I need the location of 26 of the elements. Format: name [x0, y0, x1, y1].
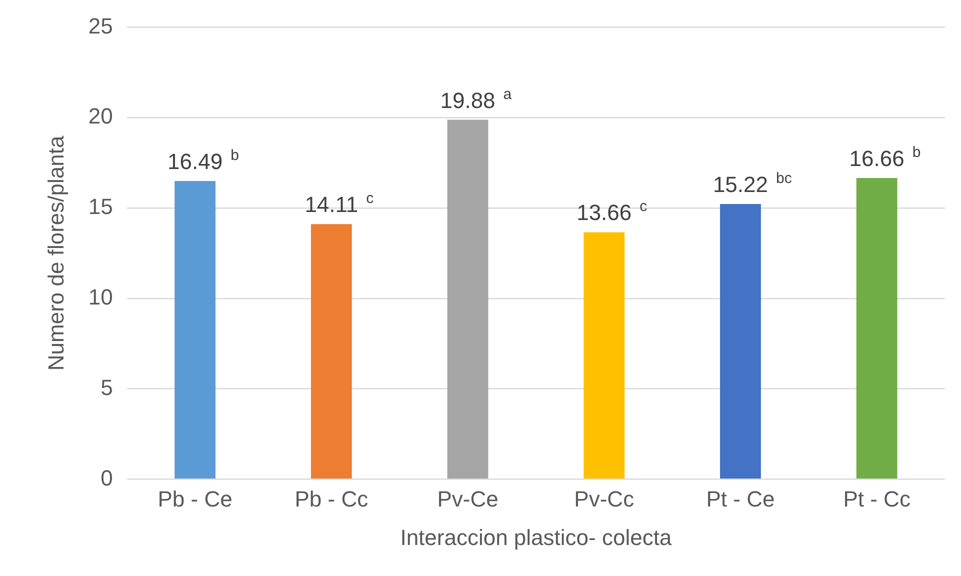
- bar: [174, 181, 216, 479]
- data-label: 15.22 bc: [712, 170, 792, 198]
- x-tick-label: Pb - Cc: [294, 486, 368, 512]
- y-tick-label: 25: [88, 13, 113, 38]
- y-tick-label: 20: [88, 104, 113, 129]
- y-tick-label: 0: [100, 465, 113, 490]
- data-label: 16.66 b: [849, 144, 921, 171]
- data-label: 14.11 c: [304, 190, 374, 218]
- data-label: 16.49 b: [168, 147, 239, 174]
- bar: [856, 178, 898, 479]
- bar: [310, 224, 352, 479]
- y-tick-label: 10: [88, 284, 113, 310]
- x-tick-label: Pt - Cc: [843, 486, 910, 512]
- bar: [584, 232, 625, 479]
- y-tick-label: 5: [100, 374, 113, 400]
- x-tick-label: Pv-Cc: [574, 486, 634, 512]
- x-axis-title: Interaccion plastico- colecta: [400, 524, 672, 550]
- bar: [447, 120, 488, 479]
- data-label: 19.88 a: [440, 86, 512, 113]
- bar: [720, 204, 761, 479]
- x-tick-label: Pt - Ce: [706, 486, 775, 512]
- y-tick-label: 15: [88, 194, 113, 220]
- x-tick-label: Pb - Ce: [158, 486, 232, 512]
- data-label: 13.66 c: [576, 198, 648, 226]
- y-axis-title: Numero de flores/planta: [43, 135, 68, 371]
- x-tick-label: Pv-Ce: [437, 486, 498, 512]
